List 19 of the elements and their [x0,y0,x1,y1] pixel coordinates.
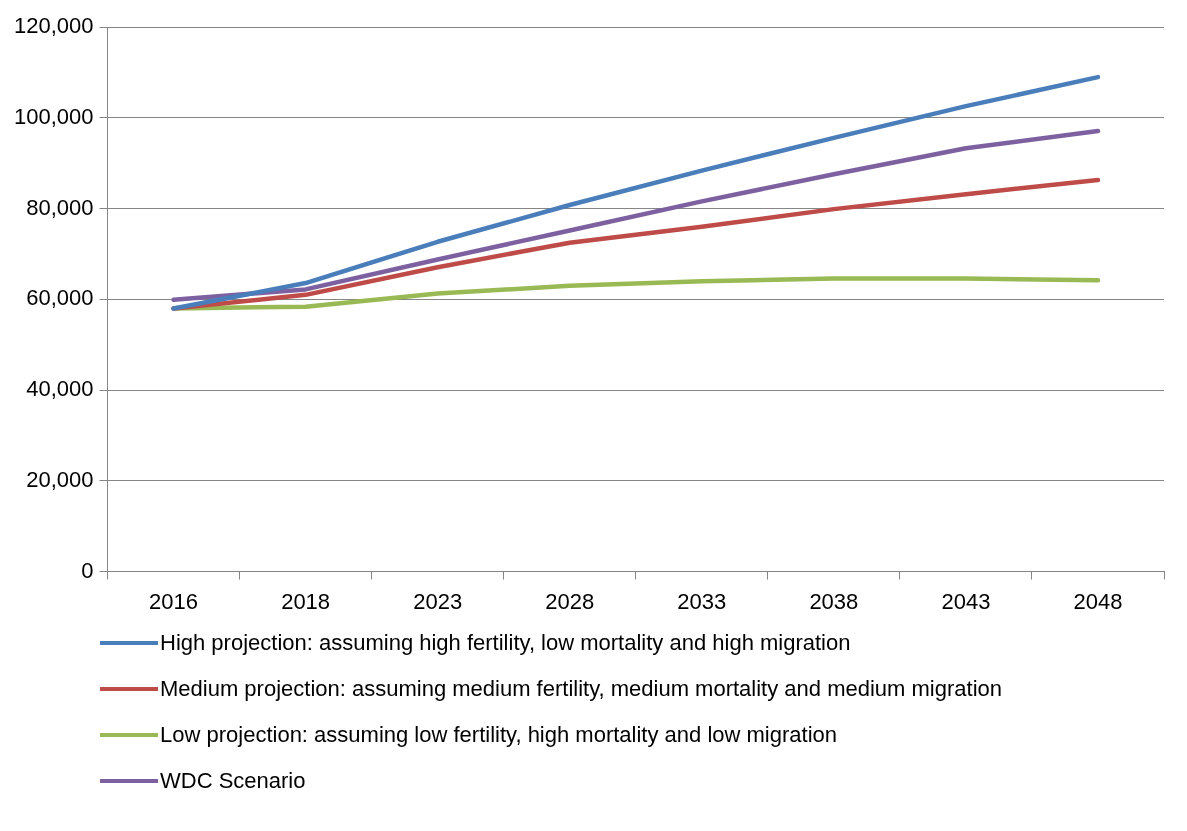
legend-label: High projection: assuming high fertility, low mortality and high migration [160,630,851,656]
y-tick-label: 80,000 [26,194,94,220]
y-tick-label: 120,000 [13,13,94,39]
x-tick-label: 2048 [1073,588,1123,614]
x-tick-label: 2018 [281,588,331,614]
x-tick-label: 2043 [941,588,991,614]
legend-label: WDC Scenario [160,768,306,794]
y-tick-label: 40,000 [26,376,94,402]
y-tick-label: 0 [81,557,94,583]
legend-label: Medium projection: assuming medium fertility, medium mortality and medium migration [160,676,1003,702]
x-tick-label: 2028 [545,588,595,614]
y-tick-label: 60,000 [26,285,94,311]
y-tick-label: 100,000 [13,104,94,129]
y-tick-label: 20,000 [26,466,94,492]
x-tick-label: 2023 [413,588,463,614]
x-tick-label: 2033 [677,588,727,614]
x-tick-label: 2016 [149,588,199,614]
legend-label: Low projection: assuming low fertility, high mortality and low migration [160,722,837,748]
x-tick-label: 2038 [809,588,859,614]
